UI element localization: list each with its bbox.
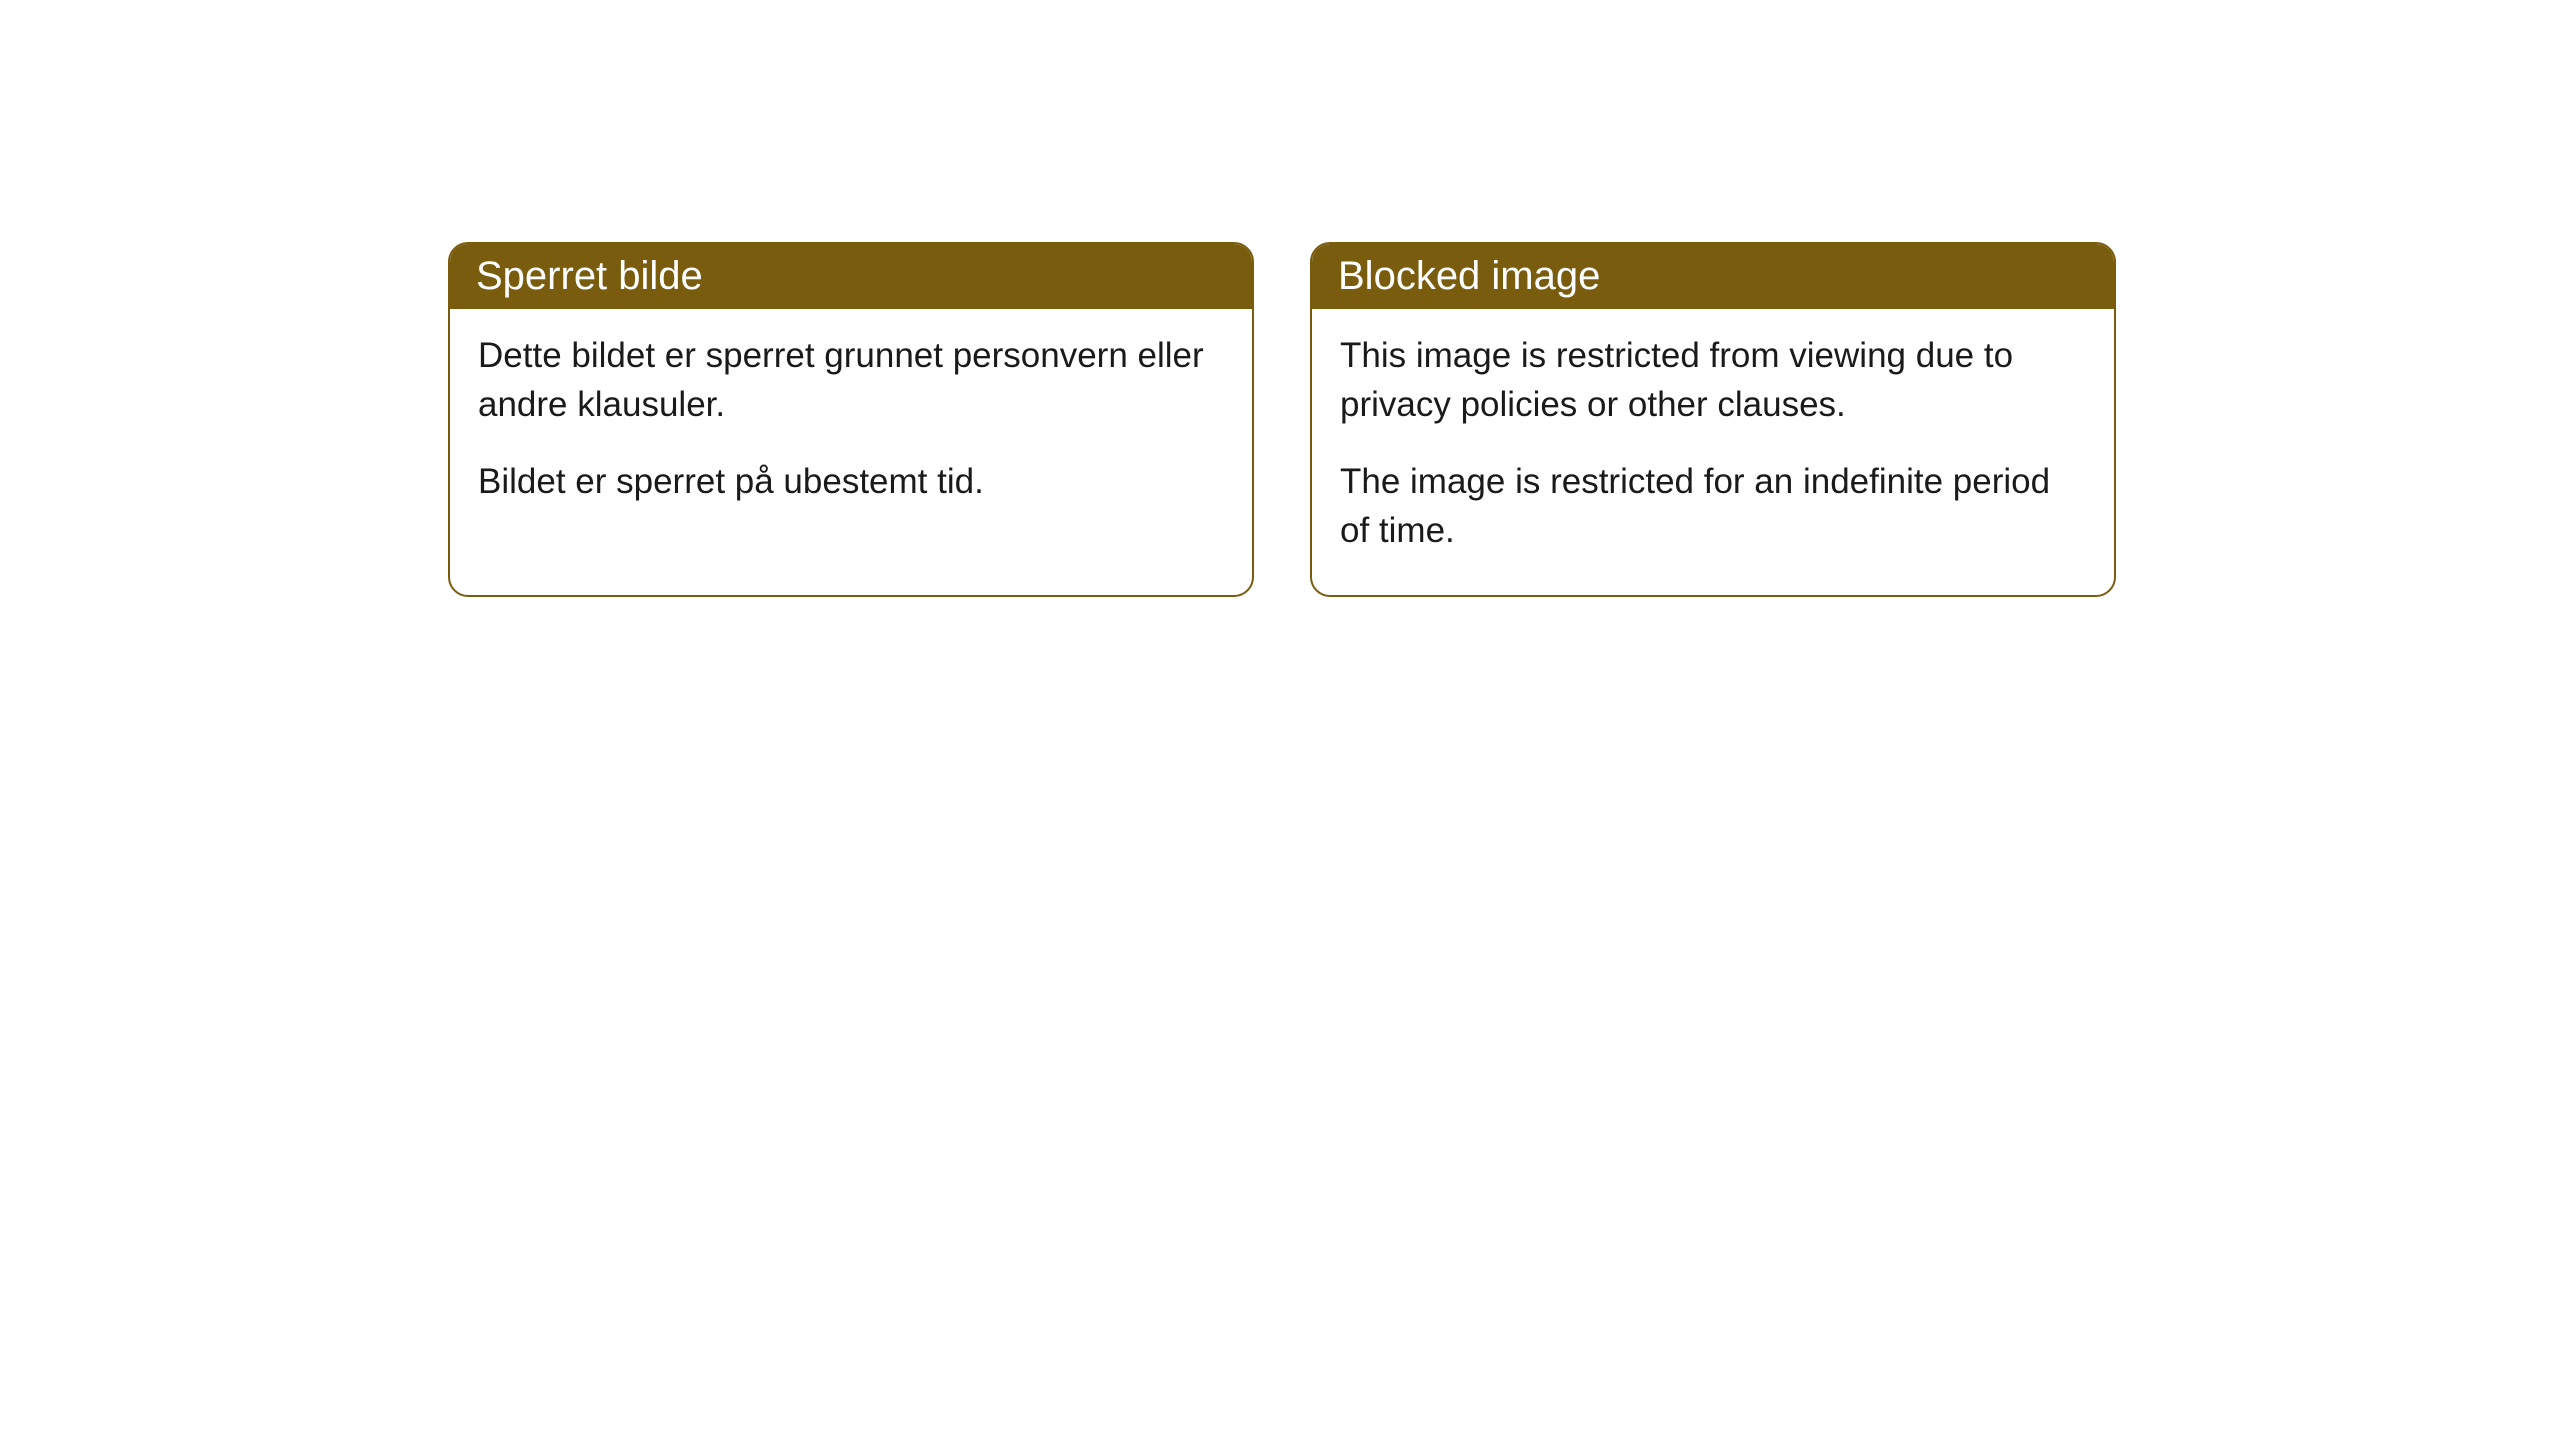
card-paragraph: Dette bildet er sperret grunnet personve… xyxy=(478,331,1224,429)
card-paragraph: This image is restricted from viewing du… xyxy=(1340,331,2086,429)
card-body-english: This image is restricted from viewing du… xyxy=(1312,309,2114,595)
card-title: Sperret bilde xyxy=(476,254,703,298)
card-paragraph: The image is restricted for an indefinit… xyxy=(1340,457,2086,555)
card-paragraph: Bildet er sperret på ubestemt tid. xyxy=(478,457,1224,506)
card-body-norwegian: Dette bildet er sperret grunnet personve… xyxy=(450,309,1252,546)
card-header-english: Blocked image xyxy=(1312,244,2114,309)
cards-container: Sperret bilde Dette bildet er sperret gr… xyxy=(0,0,2560,597)
card-english: Blocked image This image is restricted f… xyxy=(1310,242,2116,597)
card-norwegian: Sperret bilde Dette bildet er sperret gr… xyxy=(448,242,1254,597)
card-title: Blocked image xyxy=(1338,254,1600,298)
card-header-norwegian: Sperret bilde xyxy=(450,244,1252,309)
